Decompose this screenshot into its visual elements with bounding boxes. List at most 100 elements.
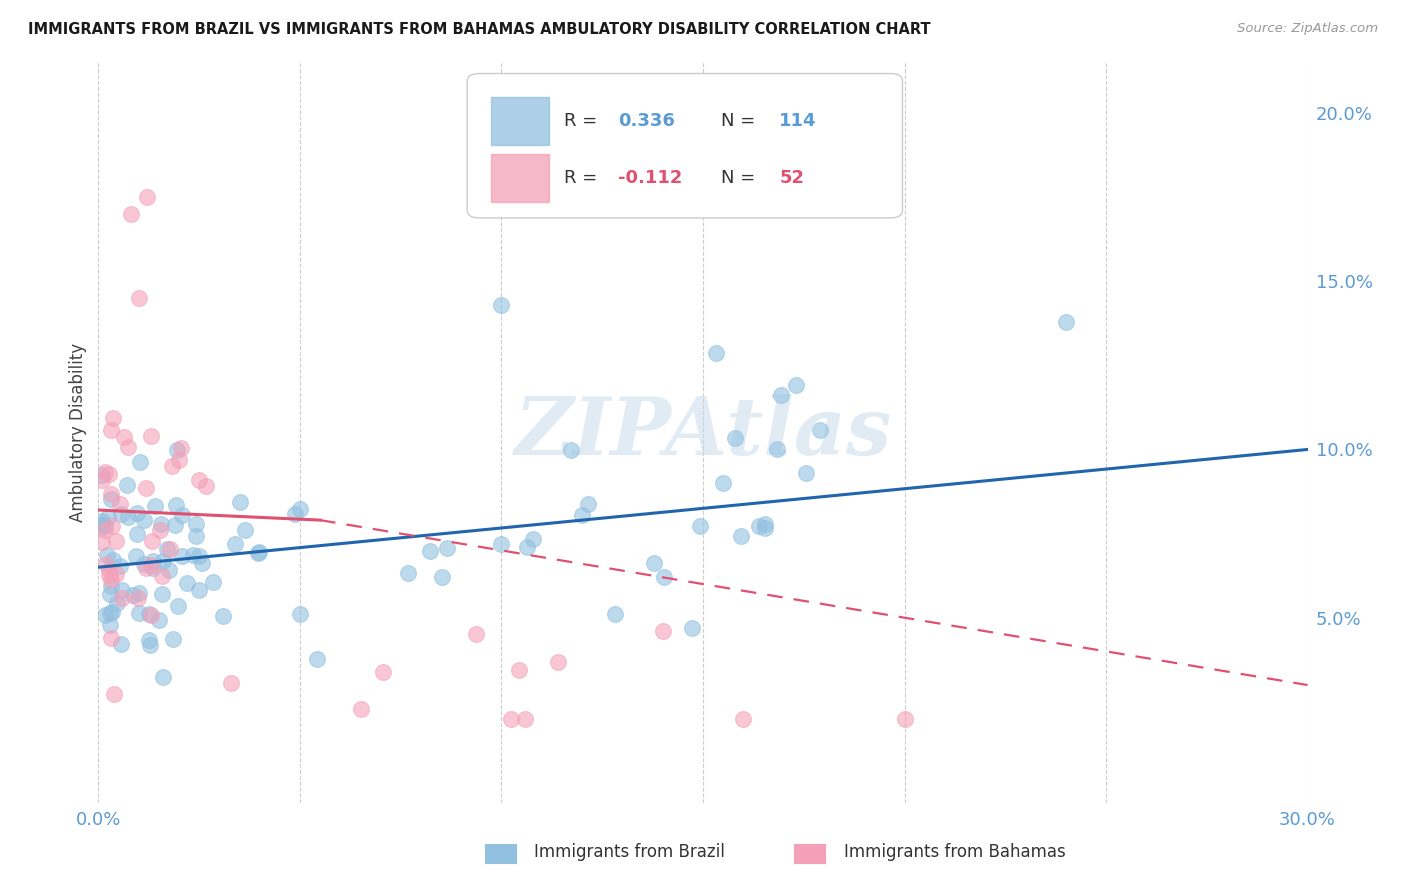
Point [785, 378, 807, 392]
Point [350, 701, 373, 715]
Point [112, 430, 135, 444]
Point [111, 583, 134, 598]
Point [91, 534, 114, 549]
Point [201, 575, 224, 590]
Point [681, 621, 703, 635]
Point [93, 519, 115, 533]
Point [122, 588, 145, 602]
Point [157, 563, 180, 577]
Point [651, 624, 673, 639]
Point [98, 617, 121, 632]
Point [108, 559, 131, 574]
Point [748, 519, 770, 533]
Point [184, 516, 207, 531]
Point [135, 561, 157, 575]
Point [100, 423, 122, 437]
Point [224, 537, 246, 551]
Text: R =: R = [564, 112, 598, 129]
Point [508, 663, 530, 677]
Text: 52: 52 [779, 169, 804, 186]
Point [101, 605, 124, 619]
Point [489, 537, 512, 551]
Point [117, 510, 139, 524]
Point [128, 291, 150, 305]
Point [166, 442, 188, 457]
Point [110, 637, 132, 651]
Point [101, 410, 124, 425]
FancyBboxPatch shape [467, 73, 903, 218]
Point [307, 652, 329, 666]
Point [141, 558, 163, 573]
Point [149, 517, 172, 532]
Point [754, 516, 776, 531]
Point [129, 455, 152, 469]
Point [1054, 314, 1077, 328]
Point [211, 609, 233, 624]
Point [105, 596, 128, 610]
Point [100, 573, 122, 587]
Point [765, 442, 787, 456]
Point [98, 606, 121, 620]
Point [91, 518, 114, 533]
Text: -0.112: -0.112 [619, 169, 683, 186]
Point [134, 558, 156, 572]
Text: N =: N = [721, 169, 755, 186]
Text: Immigrants from Bahamas: Immigrants from Bahamas [844, 843, 1066, 861]
Point [187, 549, 209, 563]
Point [159, 541, 181, 556]
Point [689, 519, 711, 533]
Point [138, 607, 160, 621]
Text: 0.336: 0.336 [619, 112, 675, 129]
Point [229, 495, 252, 509]
Point [769, 387, 792, 401]
Point [143, 500, 166, 514]
Point [808, 423, 831, 437]
Point [163, 517, 186, 532]
Point [794, 466, 817, 480]
Point [142, 554, 165, 568]
Point [100, 487, 122, 501]
Point [142, 561, 165, 575]
Point [128, 586, 150, 600]
Point [110, 498, 132, 512]
Point [162, 632, 184, 646]
Text: R =: R = [564, 169, 598, 186]
Point [91, 514, 114, 528]
Point [100, 491, 122, 506]
Text: N =: N = [721, 112, 755, 129]
Point [219, 675, 242, 690]
Point [149, 523, 172, 537]
Point [643, 556, 665, 570]
Point [150, 568, 173, 582]
Point [576, 498, 599, 512]
Point [97, 563, 120, 577]
Point [396, 566, 419, 580]
Point [135, 190, 157, 204]
Point [96, 549, 118, 563]
Point [138, 633, 160, 648]
Point [522, 532, 544, 546]
Point [547, 655, 569, 669]
Point [117, 440, 139, 454]
Point [124, 549, 146, 563]
Point [139, 428, 162, 442]
Point [167, 452, 190, 467]
Point [141, 534, 163, 549]
Point [98, 467, 121, 481]
Point [101, 519, 124, 533]
Point [132, 513, 155, 527]
Point [97, 509, 120, 524]
Point [419, 544, 441, 558]
Point [731, 712, 754, 726]
Point [148, 613, 170, 627]
Point [169, 441, 191, 455]
Point [560, 442, 582, 457]
Point [152, 587, 174, 601]
Text: Source: ZipAtlas.com: Source: ZipAtlas.com [1237, 22, 1378, 36]
Point [436, 541, 458, 556]
Point [105, 534, 128, 549]
Point [571, 508, 593, 522]
Point [730, 529, 752, 543]
Point [187, 583, 209, 598]
Point [290, 607, 312, 622]
